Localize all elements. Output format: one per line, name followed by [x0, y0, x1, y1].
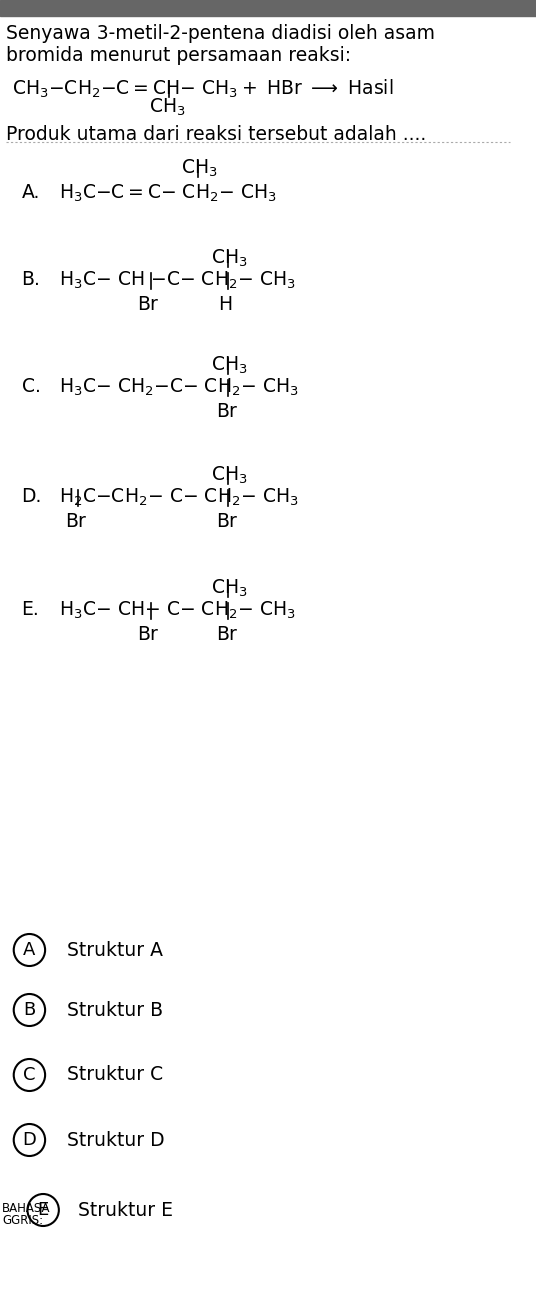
Text: Senyawa 3-metil-2-pentena diadisi oleh asam: Senyawa 3-metil-2-pentena diadisi oleh a… [6, 23, 435, 43]
Text: $\mathregular{CH_3}$: $\mathregular{CH_3}$ [211, 248, 247, 269]
Text: E: E [38, 1201, 49, 1219]
Text: D: D [22, 1131, 37, 1148]
Text: $\mathregular{H}$: $\mathregular{H}$ [218, 295, 232, 315]
Text: $\mathregular{CH_3}$: $\mathregular{CH_3}$ [211, 465, 247, 487]
Text: A.: A. [22, 183, 40, 202]
Bar [0, 0, 536, 16]
Text: $\mathregular{CH_3}$: $\mathregular{CH_3}$ [181, 158, 218, 179]
Text: C.: C. [22, 377, 40, 395]
Text: $\mathregular{Br}$: $\mathregular{Br}$ [216, 402, 239, 422]
Text: BAHASA: BAHASA [2, 1202, 50, 1215]
Text: Produk utama dari reaksi tersebut adalah ....: Produk utama dari reaksi tersebut adalah… [6, 125, 426, 144]
Text: $\mathregular{CH_3}$: $\mathregular{CH_3}$ [211, 355, 247, 376]
Text: $\mathregular{CH_3{-}CH_2{-}C{=}CH{-}\ CH_3 +\ HBr\ \longrightarrow\ Hasil}$: $\mathregular{CH_3{-}CH_2{-}C{=}CH{-}\ C… [12, 78, 393, 100]
Text: B: B [23, 1001, 35, 1019]
Text: $\mathregular{CH_3}$: $\mathregular{CH_3}$ [149, 97, 186, 119]
Text: $\mathregular{Br}$: $\mathregular{Br}$ [137, 295, 160, 315]
Text: $\mathregular{Br}$: $\mathregular{Br}$ [137, 625, 160, 643]
Text: bromida menurut persamaan reaksi:: bromida menurut persamaan reaksi: [6, 46, 351, 65]
Text: $\mathregular{H_3C{-}\ CH{-}\ C{-}\ CH_2{-}\ CH_3}$: $\mathregular{H_3C{-}\ CH{-}\ C{-}\ CH_2… [59, 600, 295, 621]
Text: Struktur C: Struktur C [67, 1065, 163, 1084]
Text: B.: B. [22, 270, 40, 288]
Text: $\mathregular{CH_3}$: $\mathregular{CH_3}$ [211, 578, 247, 599]
Text: $\mathregular{H_2C{-}CH_2{-}\ C{-}\ CH_2{-}\ CH_3}$: $\mathregular{H_2C{-}CH_2{-}\ C{-}\ CH_2… [59, 487, 299, 509]
Text: GGRIS:: GGRIS: [2, 1214, 43, 1227]
Text: $\mathregular{Br}$: $\mathregular{Br}$ [216, 625, 239, 643]
Text: C: C [23, 1066, 35, 1084]
Text: $\mathregular{Br}$: $\mathregular{Br}$ [65, 512, 87, 531]
Text: Struktur D: Struktur D [67, 1130, 164, 1150]
Text: Struktur A: Struktur A [67, 941, 163, 959]
Text: $\mathregular{H_3C{-}\ CH_2{-}C{-}\ CH_2{-}\ CH_3}$: $\mathregular{H_3C{-}\ CH_2{-}C{-}\ CH_2… [59, 377, 299, 398]
Text: Struktur B: Struktur B [67, 1001, 163, 1019]
Text: $\mathregular{H_3C{-}C{=}C{-}\ CH_2{-}\ CH_3}$: $\mathregular{H_3C{-}C{=}C{-}\ CH_2{-}\ … [59, 183, 277, 205]
Text: Struktur E: Struktur E [79, 1201, 174, 1219]
Text: D.: D. [22, 487, 42, 506]
Text: $\mathregular{Br}$: $\mathregular{Br}$ [216, 512, 239, 531]
Text: $\mathregular{H_3C{-}\ CH\ {-}C{-}\ CH_2{-}\ CH_3}$: $\mathregular{H_3C{-}\ CH\ {-}C{-}\ CH_2… [59, 270, 295, 291]
Text: A: A [23, 941, 35, 959]
Text: E.: E. [22, 600, 39, 619]
